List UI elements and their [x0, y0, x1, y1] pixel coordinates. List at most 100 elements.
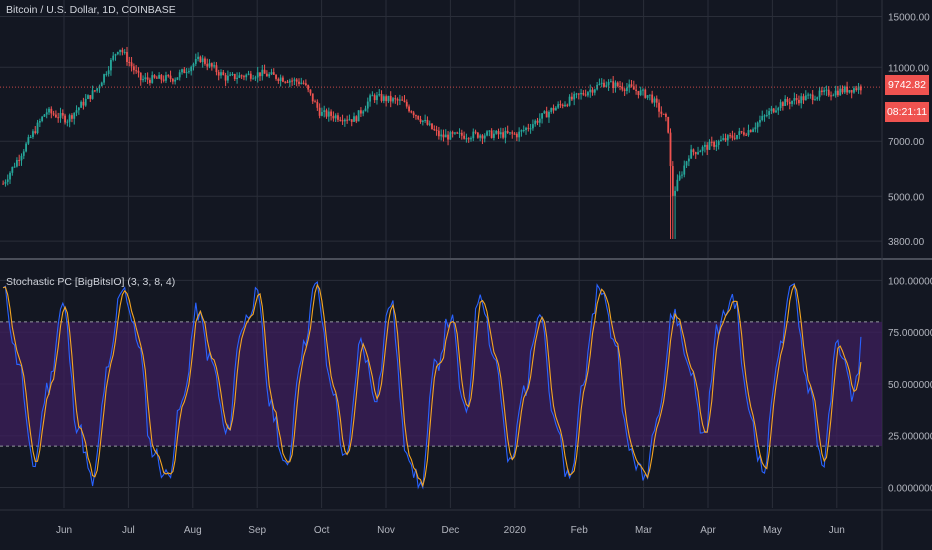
- candle-body: [488, 130, 491, 132]
- candle-body: [233, 74, 236, 79]
- candle-body: [181, 69, 183, 73]
- candle-body: [573, 94, 576, 100]
- candle-body: [176, 77, 179, 80]
- candle-body: [509, 132, 511, 134]
- candle-body: [690, 149, 693, 159]
- candle-body: [22, 151, 25, 156]
- candle-body: [91, 90, 94, 99]
- candle-body: [275, 74, 277, 79]
- candle-body: [756, 122, 759, 128]
- candle-body: [715, 145, 718, 147]
- candle-body: [784, 98, 787, 107]
- candle-body: [770, 108, 773, 112]
- candle-body: [570, 96, 573, 100]
- candle-body: [337, 115, 339, 120]
- candle-body: [616, 82, 619, 86]
- candle-body: [747, 130, 750, 136]
- candle-body: [591, 89, 594, 93]
- candle-body: [554, 107, 557, 111]
- candle-body: [231, 74, 234, 76]
- candle-body: [807, 94, 810, 96]
- candle-body: [419, 119, 422, 122]
- candle-body: [809, 94, 812, 96]
- candle-body: [146, 77, 149, 80]
- candle-body: [584, 94, 587, 96]
- candle-body: [236, 77, 238, 79]
- candle-body: [178, 72, 181, 78]
- candle-body: [474, 131, 477, 133]
- candle-body: [15, 159, 18, 167]
- candle-body: [293, 79, 296, 81]
- candle-body: [703, 144, 706, 147]
- candle-body: [277, 78, 280, 81]
- candle-body: [398, 99, 401, 101]
- candle-body: [396, 99, 399, 101]
- candle-body: [676, 179, 679, 191]
- candle-body: [245, 74, 248, 78]
- candle-body: [850, 90, 853, 93]
- candle-body: [378, 94, 381, 96]
- candle-body: [59, 112, 62, 118]
- candle-body: [566, 104, 569, 106]
- candle-body: [736, 134, 738, 139]
- candle-body: [577, 93, 580, 95]
- candle-body: [240, 75, 243, 77]
- candle-body: [816, 97, 819, 100]
- candle-body: [272, 72, 275, 75]
- candle-body: [54, 114, 57, 118]
- candle-body: [89, 95, 92, 99]
- candle-body: [798, 99, 800, 104]
- candle-body: [80, 101, 83, 108]
- candle-body: [515, 133, 518, 138]
- candle-body: [582, 93, 585, 95]
- indicator-title: Stochastic PC [BigBitsIO] (3, 3, 8, 4): [6, 276, 176, 288]
- candle-body: [415, 115, 417, 117]
- candle-body: [279, 77, 282, 81]
- candle-body: [64, 115, 66, 123]
- candle-body: [493, 133, 495, 138]
- candle-body: [467, 138, 470, 140]
- candle-body: [752, 129, 754, 132]
- candle-body: [559, 104, 562, 106]
- candle-body: [385, 96, 388, 102]
- candle-body: [252, 78, 255, 80]
- candle-body: [192, 63, 195, 67]
- candle-body: [587, 92, 589, 96]
- candle-body: [201, 58, 204, 63]
- candle-body: [48, 108, 50, 113]
- candle-body: [609, 81, 612, 83]
- candle-body: [103, 74, 105, 83]
- time-axis-tick-label: Dec: [442, 525, 460, 536]
- candle-body: [304, 83, 307, 86]
- candle-body: [754, 127, 757, 130]
- candle-body: [408, 106, 410, 112]
- candle-body: [832, 95, 835, 97]
- candle-body: [288, 80, 291, 83]
- candle-body: [38, 120, 41, 123]
- candle-body: [639, 90, 642, 96]
- candle-body: [529, 128, 532, 130]
- candle-body: [259, 72, 261, 77]
- time-axis-tick-label: Jun: [829, 525, 845, 536]
- time-axis-tick-label: 2020: [504, 525, 527, 536]
- candle-body: [41, 116, 44, 121]
- candle-body: [667, 116, 670, 133]
- candle-body: [75, 110, 78, 113]
- candle-body: [830, 95, 832, 97]
- candle-body: [593, 89, 596, 93]
- candle-body: [440, 134, 443, 137]
- candle-body: [52, 113, 55, 115]
- candle-body: [424, 119, 427, 121]
- candle-body: [291, 80, 294, 82]
- candle-body: [463, 135, 466, 139]
- candle-body: [149, 79, 151, 83]
- candle-body: [607, 81, 610, 86]
- candle-body: [431, 123, 433, 130]
- candle-body: [190, 66, 193, 72]
- candle-body: [846, 86, 849, 93]
- candle-body: [499, 132, 502, 135]
- candle-body: [334, 115, 337, 119]
- candle-body: [229, 74, 232, 76]
- time-axis-tick-label: Jun: [56, 525, 72, 536]
